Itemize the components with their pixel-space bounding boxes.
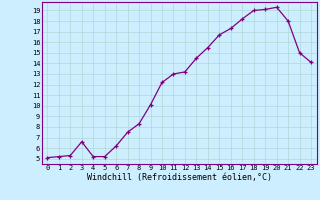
X-axis label: Windchill (Refroidissement éolien,°C): Windchill (Refroidissement éolien,°C): [87, 173, 272, 182]
